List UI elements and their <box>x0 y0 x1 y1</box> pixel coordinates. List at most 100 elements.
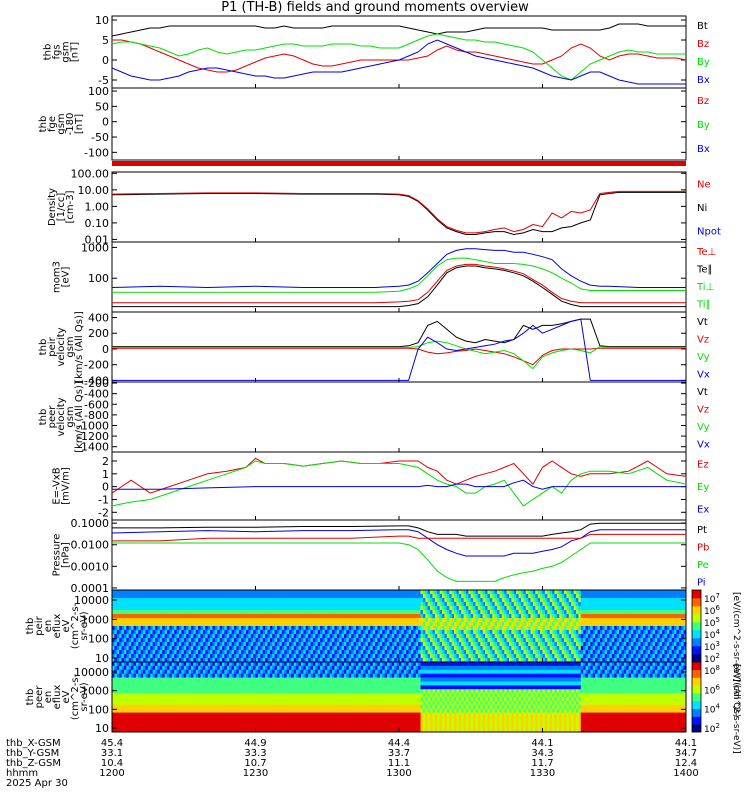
panel-efield: 210-1-2 E=-VxB[mV/m] Ez Ey Ex <box>52 451 709 521</box>
y-axis-label: peer <box>47 405 58 429</box>
y-axis-label: sr-eV) <box>79 682 90 711</box>
legend-entry: Bz <box>697 39 709 50</box>
y-tick-label: -2 <box>98 506 109 519</box>
ephemeris-value: 1200 <box>99 768 124 779</box>
y-axis-label: eV <box>61 619 72 632</box>
series-line-Bt <box>111 23 686 37</box>
y-axis-label: [nT] <box>74 114 85 134</box>
y-tick-label: -1 <box>98 493 109 506</box>
y-axis-label: fgs <box>52 44 63 59</box>
y-axis-label: -180 <box>65 113 76 136</box>
y-tick-label: -800 <box>84 409 109 422</box>
series-line-Ex <box>112 479 686 490</box>
y-axis-label: peir <box>34 615 45 635</box>
y-axis-label: gsm <box>61 41 72 62</box>
legend-entry: Vx <box>697 439 710 450</box>
ephemeris-value: 33.7 <box>388 748 410 759</box>
y-tick-label: 0 <box>102 343 109 356</box>
y-tick-label: -50 <box>91 131 109 144</box>
y-tick-label: -200 <box>84 359 109 372</box>
y-tick-label: 100 <box>88 272 109 285</box>
ephemeris-value: 44.4 <box>388 738 410 749</box>
y-axis-label: peer <box>34 685 45 709</box>
y-tick-label: 50 <box>95 100 109 113</box>
colorbar-spec-e: 108 106 104 102 [eV/(cm^2-s-sr-eV)] <box>691 661 741 754</box>
ephemeris-value: 12.4 <box>675 758 697 769</box>
ephemeris-value: 1400 <box>673 768 698 779</box>
y-tick-label: 10 <box>95 652 109 665</box>
y-tick-label: 0.0100 <box>71 539 110 552</box>
panel-pressure: 0.1000 0.0100 0.0010 0.0001 Pressure[nPa] Pt P… <box>52 517 710 595</box>
legend-entry: Vt <box>697 317 708 328</box>
ephemeris-label: thb_Z-GSM <box>6 758 61 769</box>
series-line-Vt <box>112 318 686 348</box>
y-tick-label: 400 <box>88 312 109 325</box>
y-axis-label: Pressure <box>52 534 63 577</box>
ephemeris-value: 44.9 <box>244 738 266 749</box>
y-axis-label: [nT] <box>70 42 81 62</box>
legend-entry: Vy <box>697 352 710 363</box>
series-line-Ez <box>111 457 687 494</box>
y-tick-label: 100 <box>88 633 109 646</box>
y-tick-label: 100 <box>88 85 109 98</box>
y-tick-label: -400 <box>84 374 109 387</box>
y-tick-label: 0.1000 <box>71 517 110 530</box>
series-line-Vy <box>112 340 686 370</box>
ephemeris-label: 2025 Apr 30 <box>6 778 68 789</box>
panels-group: 1050-5thbfgsgsm[nT]BtBzByBx100500-50-100… <box>25 14 741 754</box>
series-line-Bx <box>111 39 686 85</box>
panel-vel-e: -200-400-600-800-1000-1200-1400thbpeerve… <box>38 377 710 454</box>
y-tick-label: 1000 <box>81 241 109 254</box>
y-tick-label: 0 <box>102 481 109 494</box>
y-tick-label: 100.00 <box>71 167 110 180</box>
y-axis-label: peir <box>47 336 58 356</box>
panel-frame <box>111 451 687 521</box>
y-tick-label: -5 <box>98 74 109 87</box>
colorbar-tick-label: 104 <box>704 703 720 716</box>
ephemeris-value: 44.1 <box>531 738 553 749</box>
y-axis-label: thb <box>25 689 36 706</box>
series-line-Pt <box>112 522 686 537</box>
legend-entry: Npot <box>697 226 721 237</box>
y-axis-label: [cm-3] <box>65 190 76 223</box>
y-axis-label: [nPa] <box>61 542 72 568</box>
red-status-bar <box>112 161 686 166</box>
y-axis-label: fge <box>47 116 58 132</box>
y-axis-label: gsm <box>65 406 76 427</box>
y-axis-label: velocity <box>56 397 67 436</box>
y-tick-label: 10000 <box>74 594 109 607</box>
y-tick-label: 2 <box>102 455 109 468</box>
ephemeris-value: 1300 <box>386 768 411 779</box>
legend-entry: Ti∥ <box>696 299 711 310</box>
legend-entry: Bz <box>697 96 709 107</box>
legend-entry: Te∥ <box>696 264 713 275</box>
series-line-Te⊥ <box>112 263 686 304</box>
y-axis-label: velocity <box>56 327 67 366</box>
legend-entry: Te⊥ <box>696 247 716 258</box>
colorbar-label: [eV/(cm^2-s-sr-eV)] <box>731 664 741 754</box>
ephemeris-label: thb_X-GSM <box>6 738 61 749</box>
ephemeris-value: 1330 <box>530 768 555 779</box>
legend-entry: Vt <box>697 387 708 398</box>
ephemeris-value: 33.3 <box>244 748 266 759</box>
y-axis-label: thb <box>43 44 54 61</box>
colorbar-tick-label: 102 <box>704 722 720 735</box>
y-axis-label: sr-eV) <box>79 611 90 640</box>
y-tick-label: 1000 <box>81 613 109 626</box>
series-line-Vz <box>112 347 686 366</box>
ephemeris-value: 45.4 <box>101 738 123 749</box>
y-tick-label: -400 <box>84 388 109 401</box>
y-tick-label: 10000 <box>74 666 109 679</box>
ephemeris-value: 10.7 <box>244 758 266 769</box>
y-axis-label: en <box>43 620 54 633</box>
y-tick-label: -1000 <box>77 419 109 432</box>
ephemeris-value: 34.3 <box>531 748 553 759</box>
ephemeris-value: 34.7 <box>675 748 697 759</box>
legend-entry: By <box>697 57 710 68</box>
y-axis-label: E=-VxB <box>52 467 63 504</box>
ephemeris-value: 33.1 <box>101 748 123 759</box>
